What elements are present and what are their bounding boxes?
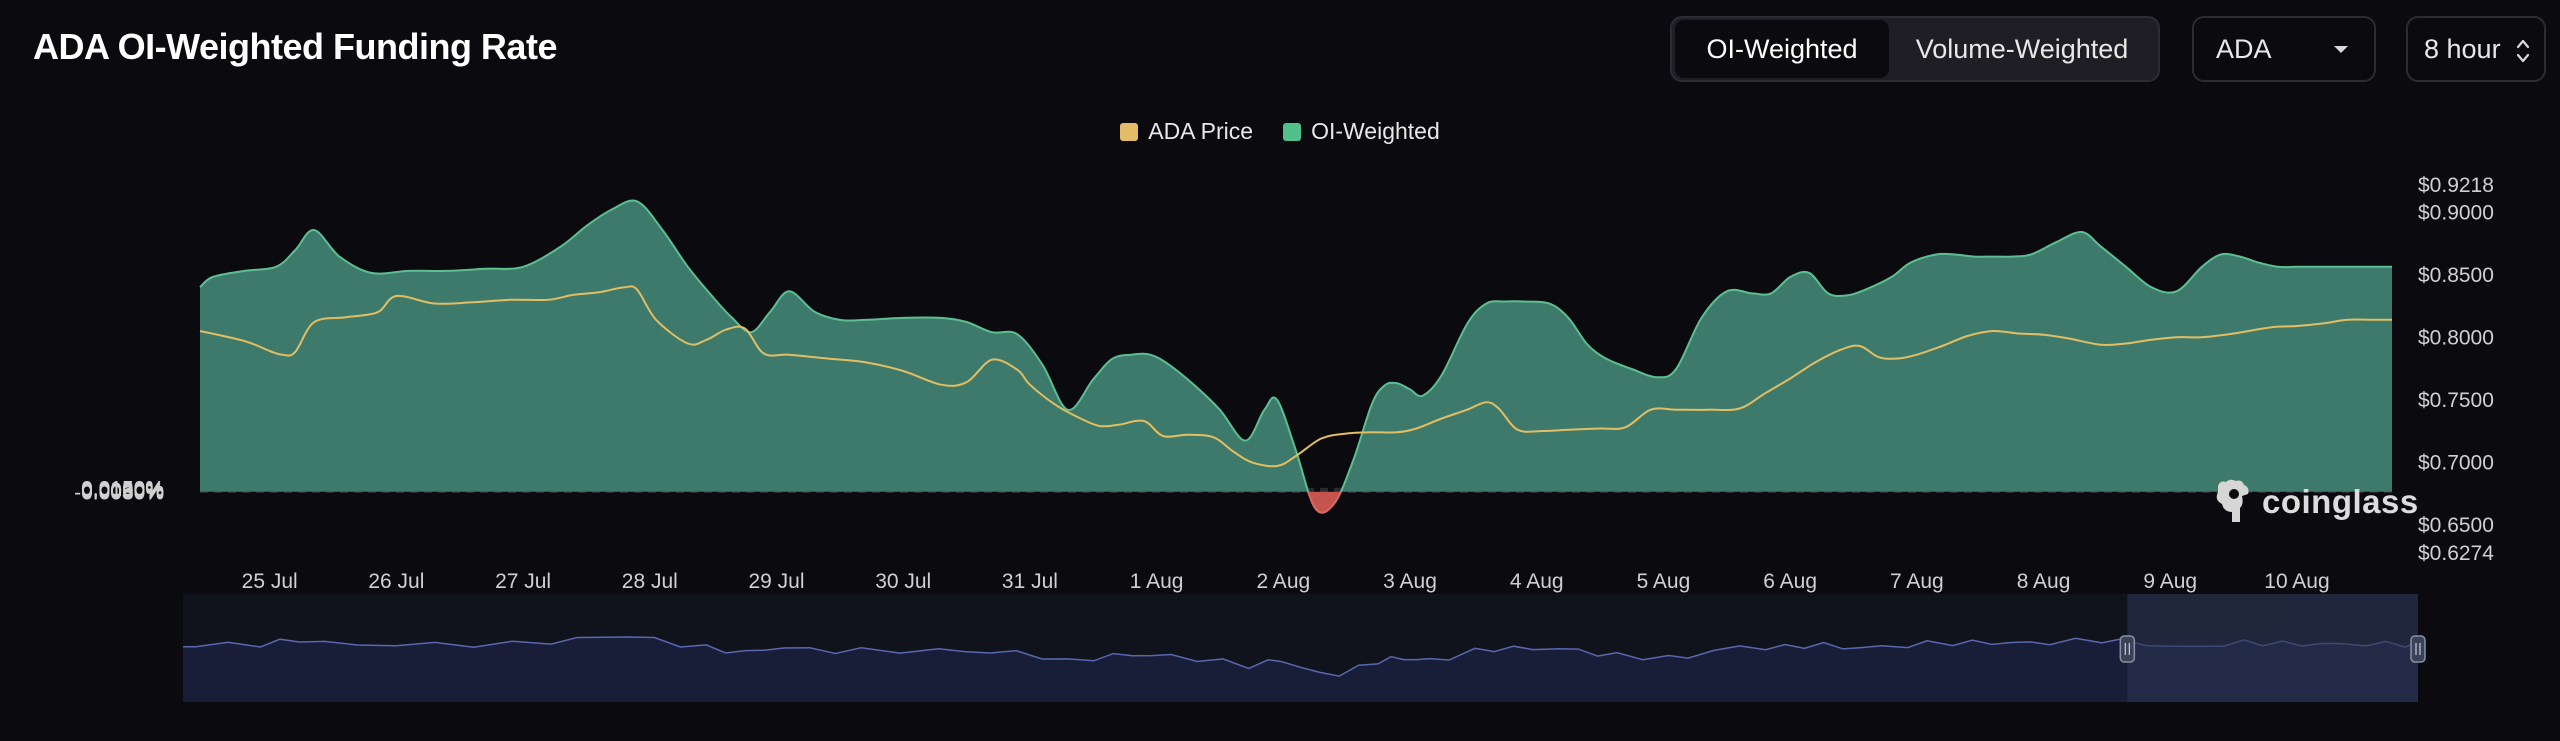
x-axis: 25 Jul 26 Jul 27 Jul 28 Jul 29 Jul 30 Jul 31 J…: [242, 570, 2330, 593]
oi-weighted-series: [199, 199, 2392, 514]
left-tick-label: -0.0030%: [74, 481, 164, 504]
asset-select-value: ADA: [2216, 33, 2272, 64]
left-tick-label: 0.0090%: [81, 479, 164, 502]
watermark-text: coinglass: [2262, 483, 2419, 520]
oi-area-negative: [1308, 492, 1341, 513]
navigator-area: [183, 637, 2418, 702]
page-title: ADA OI-Weighted Funding Rate: [33, 26, 557, 67]
right-axis: $0.9218 $0.9000 $0.8500 $0.8000 $0.7500 $0.70…: [2418, 174, 2494, 565]
chevron-down-icon: [2334, 46, 2348, 53]
x-tick-label: 25 Jul: [242, 570, 298, 593]
asset-select[interactable]: ADA: [2192, 16, 2376, 82]
x-tick-label: 2 Aug: [1256, 570, 1310, 593]
coinglass-watermark: coinglass: [2210, 478, 2419, 526]
right-tick-label: $0.6274: [2418, 542, 2494, 565]
x-tick-label: 27 Jul: [495, 570, 551, 593]
legend-item-oi-weighted[interactable]: OI-Weighted: [1283, 118, 1440, 145]
up-down-chevron-icon: [2516, 38, 2530, 64]
right-tick-label: $0.7500: [2418, 389, 2494, 412]
legend-label-oi: OI-Weighted: [1311, 118, 1440, 144]
legend-label-price: ADA Price: [1148, 118, 1254, 144]
left-tick-label: 0%: [134, 481, 164, 504]
right-tick-label: $0.9218: [2418, 174, 2494, 197]
x-tick-label: 7 Aug: [1890, 570, 1944, 593]
x-tick-label: 4 Aug: [1510, 570, 1564, 593]
x-tick-label: 6 Aug: [1763, 570, 1817, 593]
legend-swatch-oi: [1283, 122, 1302, 141]
interval-select-value: 8 hour: [2424, 33, 2501, 64]
x-tick-label: 30 Jul: [875, 570, 931, 593]
tab-volume-weighted[interactable]: Volume-Weighted: [1915, 33, 2129, 64]
x-tick-label: 9 Aug: [2143, 570, 2197, 593]
navigator-line: [183, 636, 2419, 677]
left-tick-label: 0.0150%: [81, 478, 164, 501]
legend-swatch-price: [1120, 122, 1139, 141]
weighting-toggle: OI-Weighted Volume-Weighted: [1670, 16, 2160, 82]
navigator-handle-left[interactable]: [2119, 635, 2136, 663]
navigator-selection: [2127, 594, 2418, 702]
left-tick-label: 0.0030%: [81, 480, 164, 503]
x-tick-label: 3 Aug: [1383, 570, 1437, 593]
ada-price-series: [199, 285, 2392, 468]
chart-legend: ADA Price OI-Weighted: [0, 118, 2560, 145]
right-tick-label: $0.8000: [2418, 326, 2494, 349]
legend-item-ada-price[interactable]: ADA Price: [1120, 118, 1253, 145]
x-tick-label: 8 Aug: [2017, 570, 2071, 593]
right-tick-label: $0.6500: [2418, 514, 2494, 537]
x-tick-label: 26 Jul: [368, 570, 424, 593]
range-navigator[interactable]: [183, 594, 2426, 702]
right-tick-label: $0.7000: [2418, 451, 2494, 474]
coinglass-logo-icon: [2216, 479, 2249, 522]
x-tick-label: 29 Jul: [748, 570, 804, 593]
left-tick-label: 0.0120%: [81, 478, 164, 501]
x-tick-label: 10 Aug: [2264, 570, 2329, 593]
x-tick-label: 5 Aug: [1637, 570, 1691, 593]
right-tick-label: $0.8500: [2418, 264, 2494, 287]
price-line: [199, 285, 2392, 468]
left-tick-label: 0.0060%: [81, 479, 164, 502]
x-tick-label: 31 Jul: [1002, 570, 1058, 593]
oi-area-positive: [200, 200, 2392, 492]
right-tick-label: $0.9000: [2418, 201, 2494, 224]
x-tick-label: 28 Jul: [622, 570, 678, 593]
oi-line: [199, 199, 2392, 492]
x-tick-label: 1 Aug: [1130, 570, 1184, 593]
navigator-handle-right[interactable]: [2410, 635, 2426, 663]
tab-oi-weighted[interactable]: OI-Weighted: [1675, 20, 1889, 78]
left-axis: 0.0150%0.0120%0.0090%0.0060%0.0030%0%-0.…: [74, 478, 164, 505]
interval-select[interactable]: 8 hour: [2406, 16, 2546, 82]
